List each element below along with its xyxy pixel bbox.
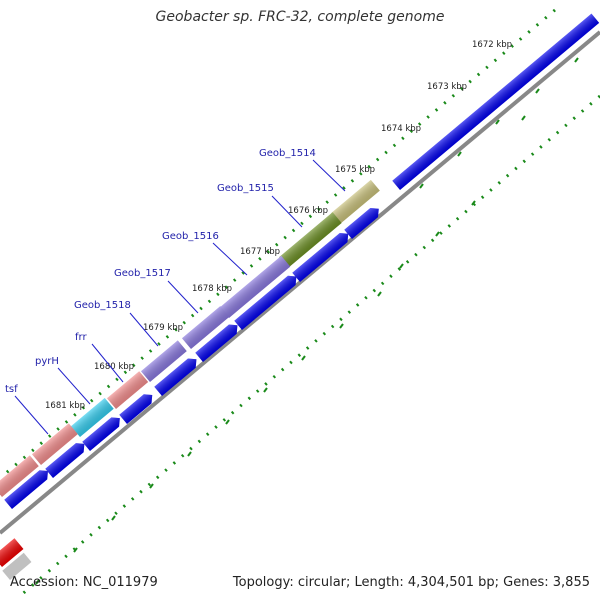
- kbp-tick-label: 1676 kbp: [288, 206, 328, 216]
- gene-feature: [141, 340, 187, 382]
- gene-feature: [0, 455, 39, 497]
- kbp-tick-label: 1675 kbp: [335, 165, 375, 175]
- feature-red: [0, 538, 24, 567]
- kbp-tick-label: 1678 kbp: [192, 284, 232, 294]
- gene-label: Geob_1518: [74, 300, 131, 311]
- gene-label: tsf: [5, 384, 18, 395]
- forward-gene-arrow: [45, 443, 85, 478]
- genome-backbone: [0, 30, 600, 535]
- kbp-tick-label: 1681 kbp: [45, 401, 85, 411]
- forward-gene-arrow: [82, 417, 120, 451]
- gene-feature: [32, 423, 78, 465]
- gene-feature: [107, 371, 149, 409]
- accession-label: Accession: NC_011979: [10, 575, 158, 590]
- gene-leader-line: [271, 195, 303, 228]
- gene-label: Geob_1517: [114, 268, 171, 279]
- kbp-tick-label: 1677 kbp: [240, 247, 280, 257]
- kbp-tick-label: 1679 kbp: [143, 323, 183, 333]
- kbp-tick-label: 1674 kbp: [381, 124, 421, 134]
- gene-label: Geob_1514: [259, 148, 316, 159]
- forward-gene-arrow: [344, 207, 379, 239]
- forward-gene-arrow: [119, 394, 153, 424]
- gene-feature: [71, 397, 114, 437]
- forward-gene-arrow: [292, 232, 349, 282]
- gene-feature: [182, 306, 230, 349]
- gene-leader-line: [14, 395, 49, 435]
- feature-long-forward: [392, 13, 600, 190]
- inner-dotted-scale: [19, 94, 600, 598]
- gene-label: Geob_1515: [217, 183, 274, 194]
- gene-leader-line: [91, 343, 124, 383]
- forward-gene-arrow: [154, 358, 197, 396]
- gene-label: frr: [75, 332, 87, 343]
- forward-gene-arrow: [4, 470, 48, 509]
- forward-gene-arrow: [195, 324, 238, 362]
- gene-feature: [331, 179, 380, 224]
- gene-leader-line: [129, 312, 159, 347]
- dash-ticks: [35, 57, 579, 585]
- gene-label: Geob_1516: [162, 231, 219, 242]
- kbp-tick-label: 1680 kbp: [94, 362, 134, 372]
- gene-label: pyrH: [35, 356, 59, 367]
- topology-label: Topology: circular; Length: 4,304,501 bp…: [232, 575, 590, 590]
- kbp-tick-label: 1672 kbp: [472, 40, 512, 50]
- kbp-tick-label: 1673 kbp: [427, 82, 467, 92]
- forward-gene-arrow: [234, 275, 297, 330]
- feature-grey: [2, 552, 32, 580]
- page-title: Geobacter sp. FRC-32, complete genome: [155, 9, 445, 25]
- gene-leader-line: [57, 367, 91, 405]
- gene-leader-line: [312, 159, 346, 192]
- gene-leader-line: [167, 280, 199, 314]
- gene-leader-line: [212, 242, 248, 276]
- gene-feature: [220, 255, 291, 318]
- gene-feature: [279, 212, 342, 268]
